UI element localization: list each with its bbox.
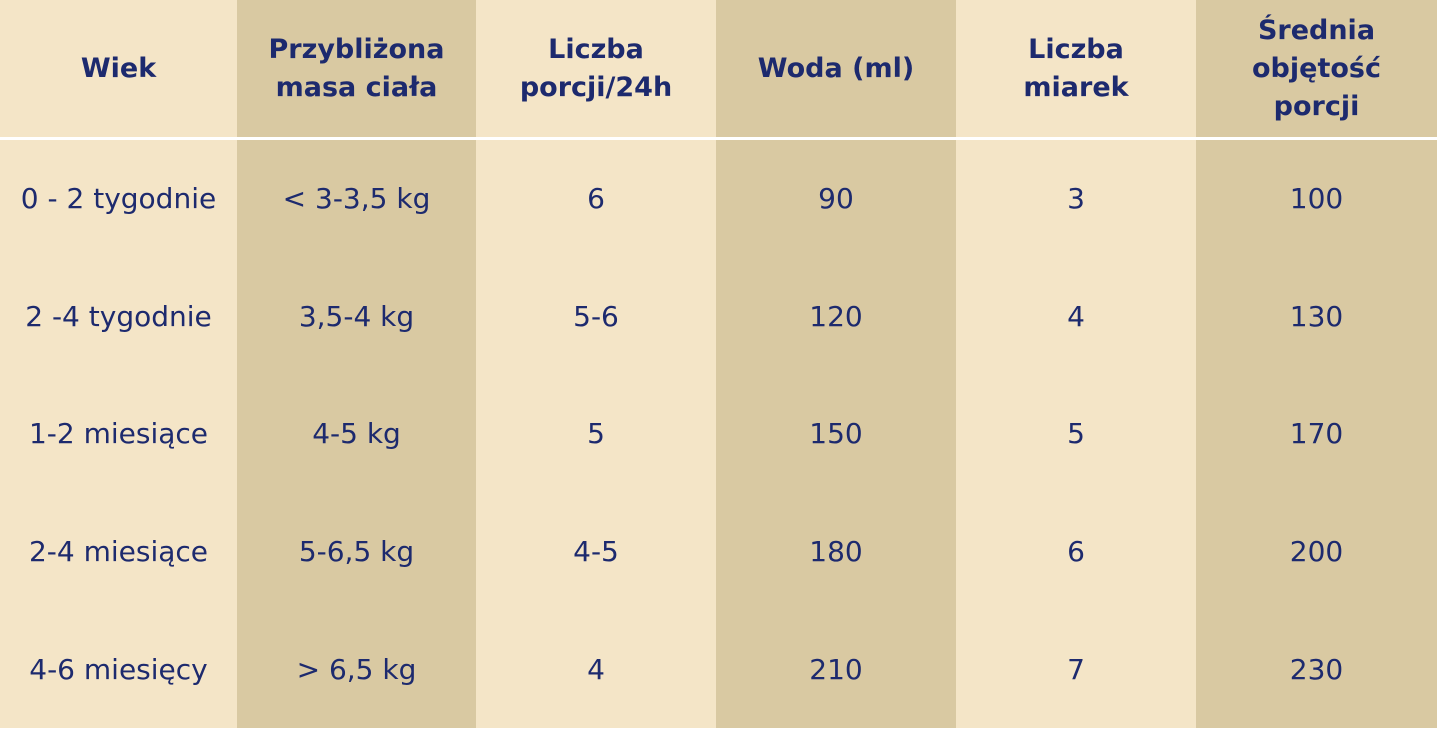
table-cell: 6 <box>476 140 716 258</box>
table-cell: 4 <box>956 257 1196 376</box>
table-cell: 180 <box>716 492 956 611</box>
header-text: Wiek <box>80 52 157 84</box>
table-cell: 0 - 2 tygodnie <box>0 140 237 258</box>
table-cell: 230 <box>1196 610 1437 728</box>
header-text: Liczba <box>548 33 644 65</box>
header-cell: Średnia objętość porcji <box>1196 0 1437 140</box>
table-cell: 6 <box>956 492 1196 611</box>
table-cell: 3,5-4 kg <box>237 257 476 376</box>
header-text: objętość <box>1252 52 1381 84</box>
table-cell: 7 <box>956 610 1196 728</box>
header-cell: Liczba miarek <box>956 0 1196 140</box>
table-cell: 210 <box>716 610 956 728</box>
table-cell: 1-2 miesiące <box>0 375 237 493</box>
table-cell: 2-4 miesiące <box>0 492 237 611</box>
header-cell: Wiek <box>0 0 237 140</box>
table-cell: 130 <box>1196 257 1437 376</box>
table-cell: 90 <box>716 140 956 258</box>
header-cell: Woda (ml) <box>716 0 956 140</box>
table-cell: 4-5 kg <box>237 375 476 493</box>
header-cell: Przybliżona masa ciała <box>237 0 476 140</box>
table-cell: 5 <box>476 375 716 493</box>
table-cell: 200 <box>1196 492 1437 611</box>
header-text: Średnia <box>1257 14 1376 46</box>
table-cell: 5-6,5 kg <box>237 492 476 611</box>
table-cell: 150 <box>716 375 956 493</box>
table-cell: 3 <box>956 140 1196 258</box>
header-text: masa ciała <box>275 71 438 103</box>
table-cell: 4-6 miesięcy <box>0 610 237 728</box>
table-cell: > 6,5 kg <box>237 610 476 728</box>
header-cell: Liczba porcji/24h <box>476 0 716 140</box>
header-text: porcji <box>1273 90 1360 122</box>
header-text: miarek <box>1023 71 1129 103</box>
header-text: Woda (ml) <box>757 52 915 84</box>
table-cell: 5 <box>956 375 1196 493</box>
table-cell: 5-6 <box>476 257 716 376</box>
table-cell: 4 <box>476 610 716 728</box>
header-text: porcji/24h <box>519 71 673 103</box>
header-text: Przybliżona <box>268 33 445 65</box>
table-cell: 2 -4 tygodnie <box>0 257 237 376</box>
table-cell: 120 <box>716 257 956 376</box>
table-cell: 100 <box>1196 140 1437 258</box>
table-cell: 4-5 <box>476 492 716 611</box>
table-cell: < 3-3,5 kg <box>237 140 476 258</box>
table-cell: 170 <box>1196 375 1437 493</box>
header-text: Liczba <box>1028 33 1124 65</box>
